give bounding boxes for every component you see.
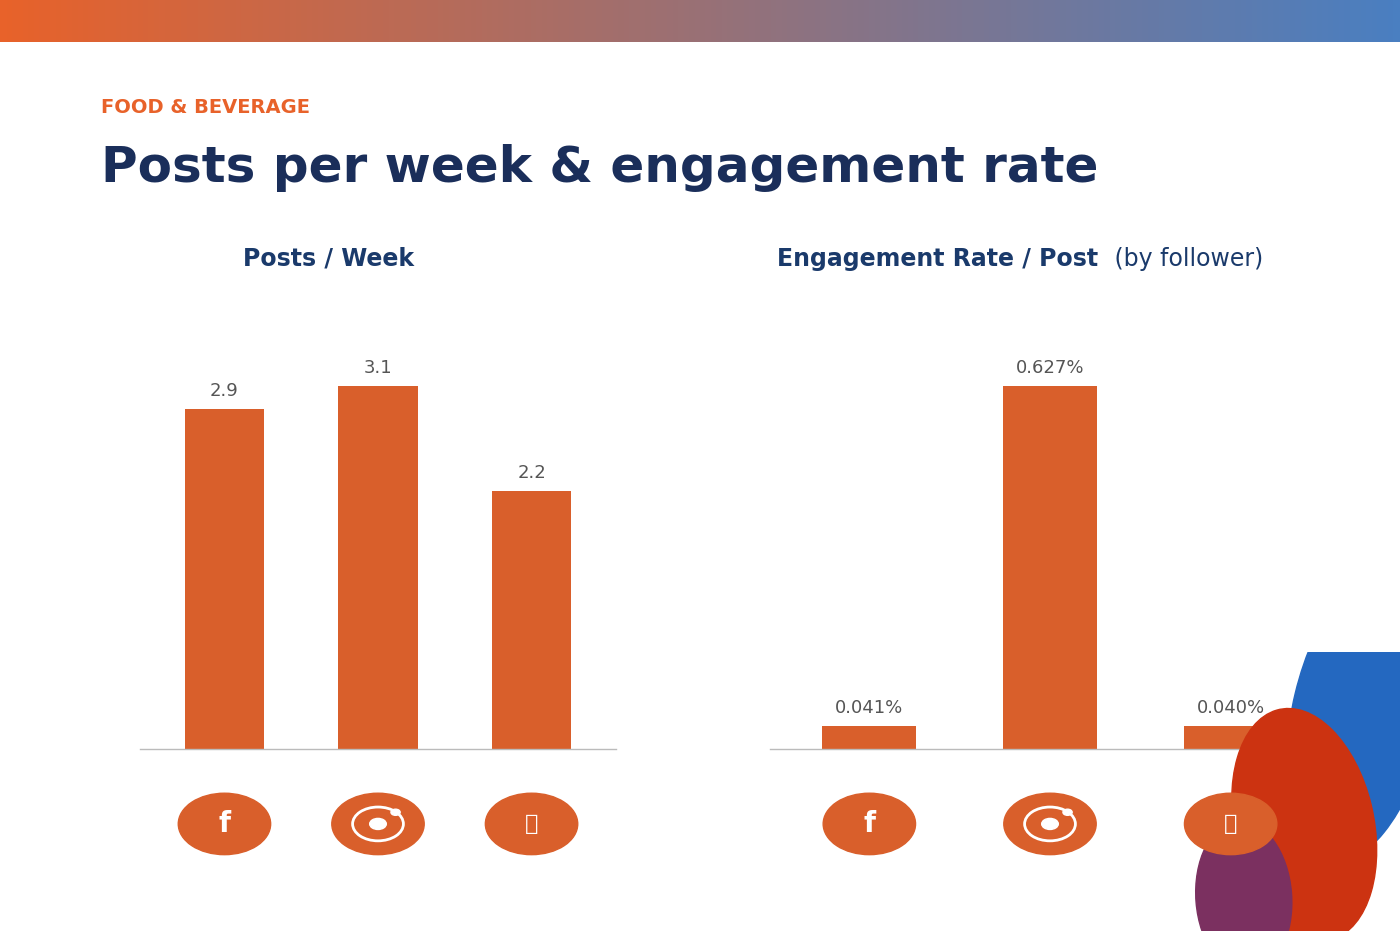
Text: 3.1: 3.1 (364, 358, 392, 377)
Text: Posts per week & engagement rate: Posts per week & engagement rate (101, 144, 1098, 193)
Bar (822, 725, 917, 749)
Text: Engagement Rate / Post: Engagement Rate / Post (777, 247, 1098, 271)
Bar (491, 492, 571, 749)
Text: 0.627%: 0.627% (1016, 358, 1084, 377)
Text: 0.040%: 0.040% (1197, 699, 1264, 717)
Bar (337, 385, 419, 749)
Text: Posts / Week: Posts / Week (244, 247, 414, 271)
Text: IQ: IQ (1249, 869, 1278, 892)
Text: 2.2: 2.2 (517, 465, 546, 482)
Text: Rival: Rival (1239, 838, 1288, 857)
Text: f: f (864, 810, 875, 838)
Text: f: f (218, 810, 231, 838)
Text: 0.041%: 0.041% (836, 698, 903, 717)
Bar (185, 410, 265, 749)
Ellipse shape (1232, 708, 1376, 931)
Text: ᵼ: ᵼ (525, 814, 538, 834)
Text: FOOD & BEVERAGE: FOOD & BEVERAGE (101, 98, 309, 116)
Ellipse shape (1196, 821, 1292, 931)
Ellipse shape (1287, 563, 1400, 863)
Bar (1002, 385, 1098, 749)
Text: (by follower): (by follower) (1107, 247, 1264, 271)
Text: ᵼ: ᵼ (1224, 814, 1238, 834)
Text: 2.9: 2.9 (210, 382, 239, 400)
Bar (1183, 726, 1278, 749)
